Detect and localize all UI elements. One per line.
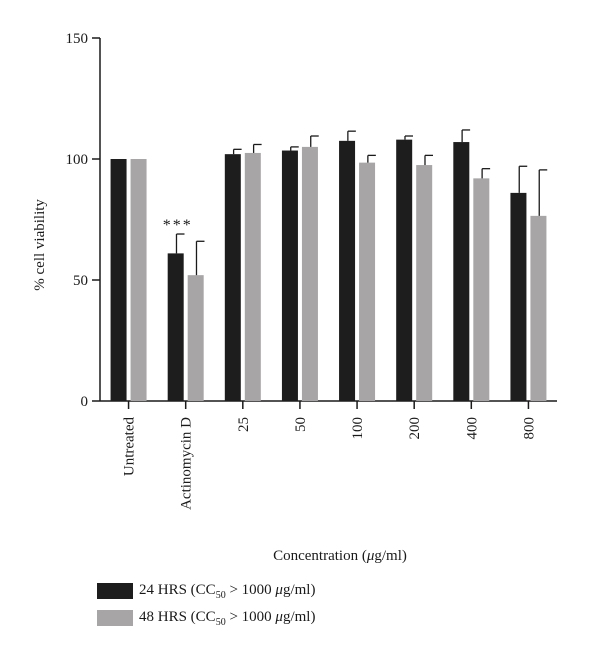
bar-24hrs-2: [224, 154, 241, 401]
bar-48hrs-7: [530, 215, 547, 401]
y-tick-label-100: 100: [66, 152, 89, 168]
bar-48hrs-6: [473, 178, 490, 401]
bar-48hrs-4: [359, 162, 376, 401]
x-tick-label-7: 800: [521, 417, 537, 440]
x-axis-label: Concentration (μg/ml): [273, 548, 407, 564]
bar-24hrs-5: [396, 139, 413, 401]
y-tick-label-50: 50: [73, 273, 88, 289]
x-tick-label-3: 50: [293, 417, 309, 432]
bar-24hrs-6: [453, 142, 470, 401]
y-tick-label-0: 0: [81, 394, 89, 410]
x-tick-label-4: 100: [350, 417, 366, 440]
x-tick-label-0: Untreated: [122, 417, 138, 477]
bar-48hrs-2: [244, 152, 261, 401]
bar-48hrs-5: [416, 165, 433, 401]
bar-24hrs-0: [110, 159, 127, 401]
bar-48hrs-3: [301, 146, 318, 401]
bar-48hrs-1: [187, 275, 204, 401]
legend-item-24hrs: 24 HRS (CC50 > 1000 μg/ml): [97, 581, 517, 601]
bar-48hrs-0: [130, 159, 147, 401]
bar-24hrs-1: [167, 253, 184, 401]
y-axis-label: % cell viability: [32, 199, 48, 291]
bar-24hrs-4: [339, 140, 356, 401]
legend-swatch-24hrs: [97, 583, 133, 599]
legend-label-48hrs: 48 HRS (CC50 > 1000 μg/ml): [139, 608, 316, 628]
x-tick-label-2: 25: [236, 417, 252, 432]
significance-annotation-0: ***: [163, 217, 193, 234]
x-tick-label-5: 200: [407, 417, 423, 440]
x-tick-label-6: 400: [464, 417, 480, 440]
y-tick-label-150: 150: [66, 31, 89, 47]
legend-swatch-48hrs: [97, 610, 133, 626]
bar-24hrs-3: [281, 150, 298, 401]
x-tick-label-1: Actinomycin D: [179, 417, 195, 510]
legend-label-24hrs: 24 HRS (CC50 > 1000 μg/ml): [139, 581, 316, 601]
bar-24hrs-7: [510, 192, 527, 401]
legend-item-48hrs: 48 HRS (CC50 > 1000 μg/ml): [97, 608, 517, 628]
